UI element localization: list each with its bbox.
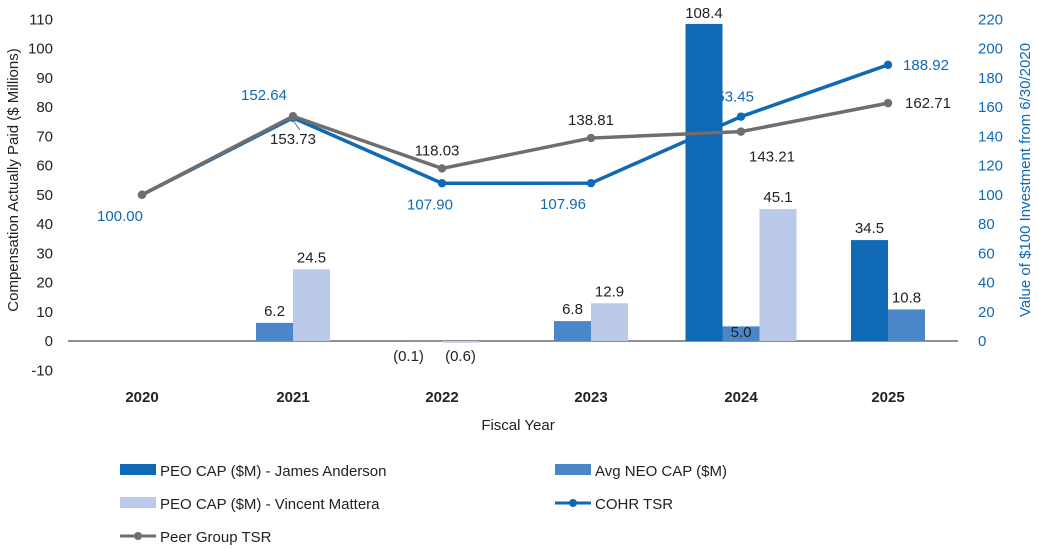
y-left-tick-label: -10	[31, 362, 53, 379]
y-left-tick-label: 20	[36, 275, 53, 292]
bar-0-2024	[685, 23, 723, 342]
bar-0-2025	[851, 240, 888, 341]
cohr-tsr-value-label: 100.00	[97, 208, 143, 225]
bar-2-2023	[591, 303, 628, 341]
line-marker-1	[437, 164, 447, 173]
y-left-tick-label: 70	[36, 128, 53, 145]
line-marker-1	[288, 112, 298, 121]
bar-value-label: 6.2	[264, 303, 285, 320]
bar-value-label: (0.1)	[393, 348, 424, 365]
y-right-tick-label: 220	[978, 11, 1003, 28]
bar-value-label: 45.1	[763, 189, 792, 206]
bar-1-2025	[888, 309, 925, 341]
x-tick-label: 2024	[724, 389, 758, 406]
bar-1-2024	[722, 326, 760, 341]
y-left-tick-label: 60	[36, 158, 53, 175]
y-right-tick-label: 100	[978, 187, 1003, 204]
legend-label: COHR TSR	[595, 496, 673, 513]
x-tick-label: 2021	[276, 389, 309, 406]
y-left-tick-label: 40	[36, 216, 53, 233]
cohr-tsr-value-label: 188.92	[903, 57, 949, 74]
y-right-tick-label: 120	[978, 158, 1003, 175]
line-cohr-tsr	[141, 63, 889, 197]
y-right-tick-label: 200	[978, 41, 1003, 58]
bar-value-label: 34.5	[855, 220, 884, 237]
x-tick-label: 2022	[425, 389, 458, 406]
line-marker-0	[437, 179, 447, 188]
y-right-tick-label: 160	[978, 99, 1003, 116]
cohr-tsr-value-label: 153.45	[708, 89, 754, 106]
bar-value-label: 6.8	[562, 301, 583, 318]
y-left-axis-title: Compensation Actually Paid ($ Millions)	[5, 48, 22, 311]
y-left-tick-label: 50	[36, 187, 53, 204]
y-right-axis-title: Value of $100 Investment from 6/30/2020	[1017, 43, 1034, 317]
line-marker-1	[586, 133, 596, 143]
bar-value-label: 12.9	[595, 283, 624, 300]
bar-1-2022	[405, 341, 442, 342]
line-marker-0	[736, 112, 746, 121]
cohr-tsr-value-label: 152.64	[241, 87, 287, 104]
bar-2-2021	[293, 269, 330, 341]
line-marker-0	[586, 178, 596, 188]
legend-swatch-2	[120, 497, 156, 508]
peer-tsr-value-label: 143.21	[749, 149, 795, 166]
y-left-tick-label: 110	[29, 11, 53, 28]
line-marker-1	[736, 127, 746, 136]
y-left-tick-label: 100	[28, 41, 53, 58]
x-axis-title: Fiscal Year	[481, 417, 554, 434]
bar-value-label: 108.4	[685, 5, 723, 22]
peer-tsr-value-label: 118.03	[415, 142, 460, 159]
y-right-tick-label: 60	[978, 245, 995, 262]
peer-tsr-value-label: 138.81	[568, 112, 614, 129]
y-right-tick-label: 0	[978, 333, 986, 350]
y-left-tick-label: 0	[45, 333, 53, 350]
line-marker-1	[883, 98, 893, 108]
y-left-tick-label: 80	[36, 99, 53, 116]
cohr-tsr-value-label: 107.96	[540, 196, 586, 213]
legend-marker-3	[569, 499, 577, 507]
y-right-tick-label: 40	[978, 275, 995, 292]
legend-label: PEO CAP ($M) - Vincent Mattera	[160, 496, 380, 513]
legend-label: Avg NEO CAP ($M)	[595, 463, 727, 480]
bar-value-label: 5.0	[731, 324, 752, 341]
y-right-tick-label: 140	[978, 128, 1003, 145]
y-right-tick-label: 80	[978, 216, 995, 233]
legend-swatch-0	[120, 464, 156, 475]
bar-value-label: 24.5	[297, 249, 326, 266]
line-marker-0	[883, 60, 893, 69]
peer-label-leader	[292, 119, 301, 131]
bar-1-2023	[554, 321, 591, 341]
bar-2-2024	[759, 209, 797, 341]
peer-tsr-value-label: 162.71	[905, 95, 951, 112]
y-left-tick-label: 90	[36, 70, 53, 87]
legend-label: PEO CAP ($M) - James Anderson	[160, 463, 386, 480]
cohr-tsr-value-label: 107.90	[407, 196, 453, 213]
line-marker-1	[137, 190, 147, 199]
legend-label: Peer Group TSR	[160, 529, 272, 546]
y-right-tick-label: 180	[978, 70, 1003, 87]
bar-value-label: (0.6)	[445, 348, 476, 365]
bar-1-2021	[256, 322, 293, 341]
bar-value-label: 10.8	[892, 289, 921, 306]
legend-marker-4	[134, 532, 142, 540]
y-right-tick-label: 20	[978, 304, 995, 321]
line-peer-group-tsr	[141, 101, 889, 197]
x-tick-label: 2020	[125, 389, 158, 406]
y-left-tick-label: 10	[36, 304, 53, 321]
bar-2-2022	[442, 341, 479, 343]
y-left-tick-label: 30	[36, 245, 53, 262]
x-tick-label: 2023	[574, 389, 607, 406]
legend-swatch-1	[555, 464, 591, 475]
peer-tsr-value-label: 153.73	[270, 131, 316, 148]
x-tick-label: 2025	[871, 389, 904, 406]
